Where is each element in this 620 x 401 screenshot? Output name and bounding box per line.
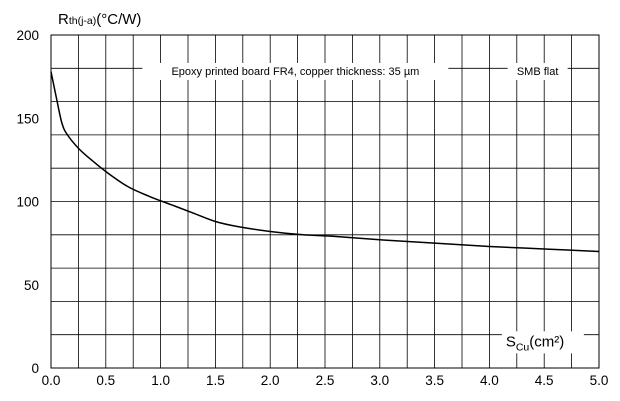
x-tick-label: 2.0 bbox=[261, 373, 280, 388]
y-tick-labels: 0 50 100 150 200 bbox=[16, 28, 39, 376]
x-tick-labels: 0.0 0.5 1.0 1.5 2.0 2.5 3.0 3.5 4.0 4.5 5.0 bbox=[42, 373, 609, 388]
x-tick-label: 3.5 bbox=[425, 373, 444, 388]
x-tick-label: 3.0 bbox=[370, 373, 389, 388]
x-tick-label: 4.5 bbox=[535, 373, 554, 388]
y-tick-label: 200 bbox=[16, 28, 39, 43]
annotation-background bbox=[142, 62, 449, 80]
x-axis-label-background bbox=[501, 331, 584, 354]
plot-frame bbox=[50, 34, 600, 369]
y-axis-label-unit: (°C/W) bbox=[96, 11, 141, 28]
y-axis-label-main: R bbox=[58, 11, 69, 28]
y-tick-label: 0 bbox=[31, 361, 39, 376]
x-axis-label: SCu(cm²) bbox=[506, 333, 564, 353]
x-axis-label-unit: (cm²) bbox=[529, 333, 564, 350]
x-tick-label: 5.0 bbox=[590, 373, 609, 388]
y-axis-label: Rth(j-a)(°C/W) bbox=[58, 11, 141, 28]
y-axis-label-sub: th(j-a) bbox=[69, 15, 96, 27]
annotation-text: Epoxy printed board FR4, copper thicknes… bbox=[171, 66, 419, 78]
legend-label: SMB flat bbox=[517, 66, 559, 78]
x-tick-label: 2.5 bbox=[316, 373, 335, 388]
series-line bbox=[50, 71, 600, 253]
horizontal-gridlines bbox=[51, 67, 599, 336]
x-tick-label: 4.0 bbox=[480, 373, 499, 388]
x-tick-label: 1.0 bbox=[151, 373, 170, 388]
series-layer bbox=[50, 71, 600, 253]
x-axis-label-sub: Cu bbox=[516, 341, 530, 353]
x-tick-label: 0.0 bbox=[42, 373, 61, 388]
legend-background bbox=[507, 62, 568, 80]
y-tick-label: 100 bbox=[16, 195, 39, 210]
x-tick-label: 1.5 bbox=[206, 373, 225, 388]
x-tick-label: 0.5 bbox=[96, 373, 115, 388]
y-tick-label: 50 bbox=[24, 278, 39, 293]
y-tick-label: 150 bbox=[16, 111, 39, 126]
x-axis-label-main: S bbox=[506, 333, 516, 350]
